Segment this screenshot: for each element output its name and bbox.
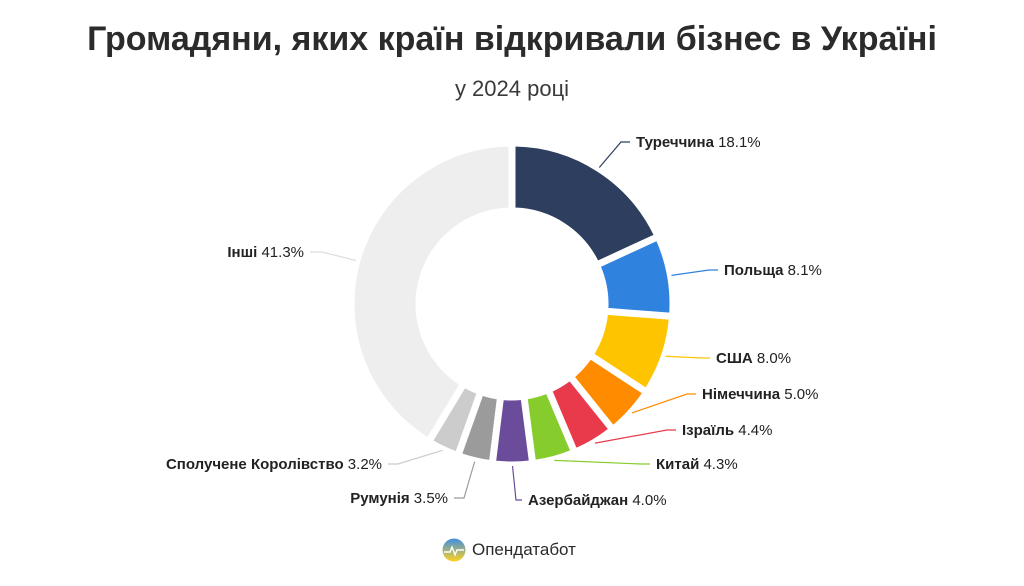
- connector-0: [598, 141, 630, 168]
- slice-value-9: 41.3%: [257, 244, 304, 261]
- slice-6: [495, 399, 530, 463]
- opendatabot-logo-icon: [442, 538, 466, 562]
- slice-name-3: Німеччина: [702, 386, 781, 403]
- slice-label-5: Китай 4.3%: [656, 456, 738, 473]
- slice-value-1: 8.1%: [784, 262, 822, 279]
- slice-7: [461, 394, 498, 461]
- slice-value-7: 3.5%: [410, 490, 448, 507]
- connector-5: [554, 459, 650, 465]
- slice-value-2: 8.0%: [753, 350, 791, 367]
- chart-subtitle: у 2024 році: [454, 76, 570, 101]
- chart-title: Громадяни, яких країн відкривали бізнес …: [87, 20, 937, 58]
- slice-name-2: США: [716, 350, 753, 367]
- slice-5: [526, 393, 572, 461]
- brand-name: Опендатабот: [472, 540, 576, 559]
- connector-8: [388, 449, 443, 465]
- slice-name-1: Польща: [724, 262, 784, 279]
- slice-1: [599, 240, 671, 314]
- connector-1: [671, 269, 718, 276]
- connector-9: [310, 251, 357, 262]
- connector-7: [454, 461, 476, 499]
- slice-value-8: 3.2%: [344, 456, 382, 473]
- slice-0: [514, 145, 655, 262]
- slice-value-0: 18.1%: [714, 134, 761, 151]
- slice-value-4: 4.4%: [734, 422, 772, 439]
- slice-label-3: Німеччина 5.0%: [702, 386, 818, 403]
- slice-label-6: Азербайджан 4.0%: [528, 492, 667, 509]
- slice-name-7: Румунія: [350, 490, 409, 507]
- slice-name-9: Інші: [227, 244, 257, 261]
- slice-value-5: 4.3%: [699, 456, 737, 473]
- slice-label-7: Румунія 3.5%: [350, 490, 448, 507]
- slice-label-1: Польща 8.1%: [724, 262, 822, 279]
- connector-3: [631, 393, 696, 414]
- slice-value-6: 4.0%: [628, 492, 666, 509]
- slice-label-4: Ізраїль 4.4%: [682, 422, 772, 439]
- footer: Опендатабот: [442, 537, 576, 563]
- slice-name-8: Сполучене Королівство: [166, 456, 344, 473]
- slice-name-5: Китай: [656, 456, 699, 473]
- connector-2: [665, 355, 710, 359]
- slice-9: [353, 145, 510, 439]
- slice-label-2: США 8.0%: [716, 350, 791, 367]
- slice-label-8: Сполучене Королівство 3.2%: [166, 456, 382, 473]
- slice-8: [432, 387, 478, 453]
- slice-name-6: Азербайджан: [528, 492, 628, 509]
- slice-label-0: Туреччина 18.1%: [636, 134, 761, 151]
- connector-6: [511, 465, 522, 501]
- slice-3: [573, 358, 643, 426]
- slice-2: [593, 313, 670, 389]
- slice-label-9: Інші 41.3%: [227, 244, 304, 261]
- connector-4: [594, 429, 676, 444]
- slice-name-0: Туреччина: [636, 134, 715, 151]
- slice-value-3: 5.0%: [780, 386, 818, 403]
- slice-4: [551, 380, 610, 449]
- slice-name-4: Ізраїль: [682, 422, 734, 439]
